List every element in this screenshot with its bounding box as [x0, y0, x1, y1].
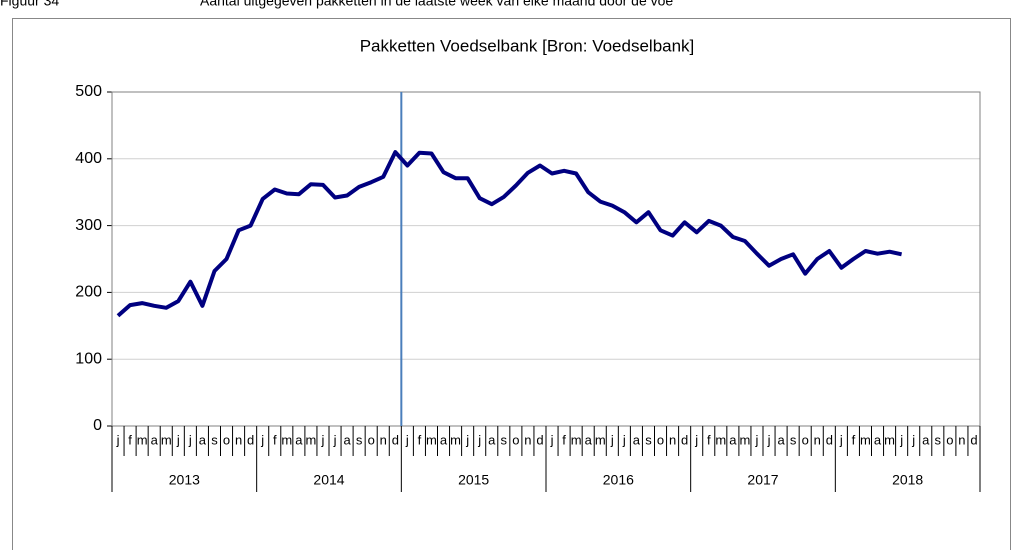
x-tick-label: m — [426, 432, 437, 447]
plot-area — [111, 91, 981, 427]
x-tick-label: m — [161, 432, 172, 447]
x-tick-label: j — [188, 432, 192, 447]
x-tick-label: j — [260, 432, 264, 447]
x-tick-label: m — [884, 432, 895, 447]
x-tick-label: m — [450, 432, 461, 447]
x-tick-label: n — [814, 432, 821, 447]
y-tick-label: 400 — [75, 150, 102, 167]
x-tick-label: d — [536, 432, 543, 447]
x-tick-label: o — [946, 432, 953, 447]
x-tick-label: j — [550, 432, 554, 447]
x-tick-label: m — [595, 432, 606, 447]
x-tick-label: d — [970, 432, 977, 447]
x-tick-label: j — [477, 432, 481, 447]
x-tick-label: s — [790, 432, 797, 447]
x-tick-label: m — [305, 432, 316, 447]
x-tick-label: f — [418, 432, 422, 447]
x-tick-label: s — [935, 432, 942, 447]
year-label: 2018 — [892, 472, 923, 488]
caption-number: Figuur 34 — [0, 0, 59, 9]
x-tick-label: d — [826, 432, 833, 447]
y-tick-label: 500 — [75, 83, 102, 100]
x-tick-label: o — [657, 432, 664, 447]
x-tick-label: f — [707, 432, 711, 447]
x-tick-label: a — [633, 432, 641, 447]
x-tick-label: m — [715, 432, 726, 447]
x-tick-label: j — [911, 432, 915, 447]
x-tick-label: o — [223, 432, 230, 447]
y-tick-label: 0 — [93, 417, 102, 434]
x-tick-label: a — [440, 432, 448, 447]
x-tick-label: m — [860, 432, 871, 447]
x-tick-label: j — [899, 432, 903, 447]
x-tick-label: d — [247, 432, 254, 447]
y-tick-label: 100 — [75, 350, 102, 367]
x-tick-label: j — [767, 432, 771, 447]
x-tick-label: d — [681, 432, 688, 447]
x-tick-label: a — [874, 432, 882, 447]
x-tick-label: a — [295, 432, 303, 447]
year-label: 2013 — [169, 472, 200, 488]
x-tick-label: a — [585, 432, 593, 447]
x-tick-label: s — [211, 432, 218, 447]
caption-text: Aantal uitgegeven pakketten in de laatst… — [200, 0, 673, 9]
x-tick-label: j — [405, 432, 409, 447]
x-tick-label: j — [465, 432, 469, 447]
x-tick-label: m — [281, 432, 292, 447]
x-tick-label: j — [839, 432, 843, 447]
x-tick-label: n — [958, 432, 965, 447]
series-line — [116, 150, 903, 318]
x-tick-label: a — [729, 432, 737, 447]
x-tick-label: a — [199, 432, 207, 447]
x-tick-label: o — [368, 432, 375, 447]
y-tick-label: 200 — [75, 284, 102, 301]
x-tick-label: a — [151, 432, 159, 447]
chart-frame — [12, 18, 1011, 550]
x-tick-label: n — [235, 432, 242, 447]
x-tick-label: a — [343, 432, 351, 447]
x-tick-label: f — [562, 432, 566, 447]
x-tick-label: n — [380, 432, 387, 447]
x-tick-label: m — [571, 432, 582, 447]
year-label: 2014 — [313, 472, 344, 488]
x-tick-label: j — [622, 432, 626, 447]
x-tick-label: j — [321, 432, 325, 447]
x-tick-label: s — [356, 432, 363, 447]
y-tick-label: 300 — [75, 217, 102, 234]
x-tick-label: j — [694, 432, 698, 447]
x-tick-label: n — [524, 432, 531, 447]
x-tick-label: a — [922, 432, 930, 447]
x-tick-label: n — [669, 432, 676, 447]
x-tick-label: d — [392, 432, 399, 447]
x-tick-label: s — [645, 432, 652, 447]
x-tick-label: j — [610, 432, 614, 447]
x-tick-label: o — [512, 432, 519, 447]
x-tick-label: m — [137, 432, 148, 447]
year-label: 2015 — [458, 472, 489, 488]
x-tick-label: f — [273, 432, 277, 447]
x-tick-label: o — [802, 432, 809, 447]
x-tick-label: m — [739, 432, 750, 447]
x-tick-label: f — [852, 432, 856, 447]
x-tick-label: j — [176, 432, 180, 447]
x-tick-label: f — [128, 432, 132, 447]
x-tick-label: a — [488, 432, 496, 447]
x-tick-label: s — [501, 432, 508, 447]
x-tick-label: j — [333, 432, 337, 447]
x-tick-label: a — [777, 432, 785, 447]
year-label: 2016 — [603, 472, 634, 488]
chart-title: Pakketten Voedselbank [Bron: Voedselbank… — [360, 36, 695, 55]
year-label: 2017 — [747, 472, 778, 488]
x-tick-label: j — [116, 432, 120, 447]
x-tick-label: j — [755, 432, 759, 447]
